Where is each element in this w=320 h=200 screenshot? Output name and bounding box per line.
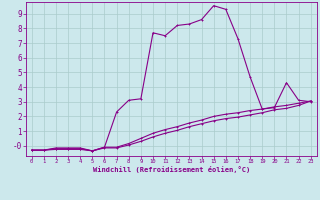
X-axis label: Windchill (Refroidissement éolien,°C): Windchill (Refroidissement éolien,°C) xyxy=(92,166,250,173)
